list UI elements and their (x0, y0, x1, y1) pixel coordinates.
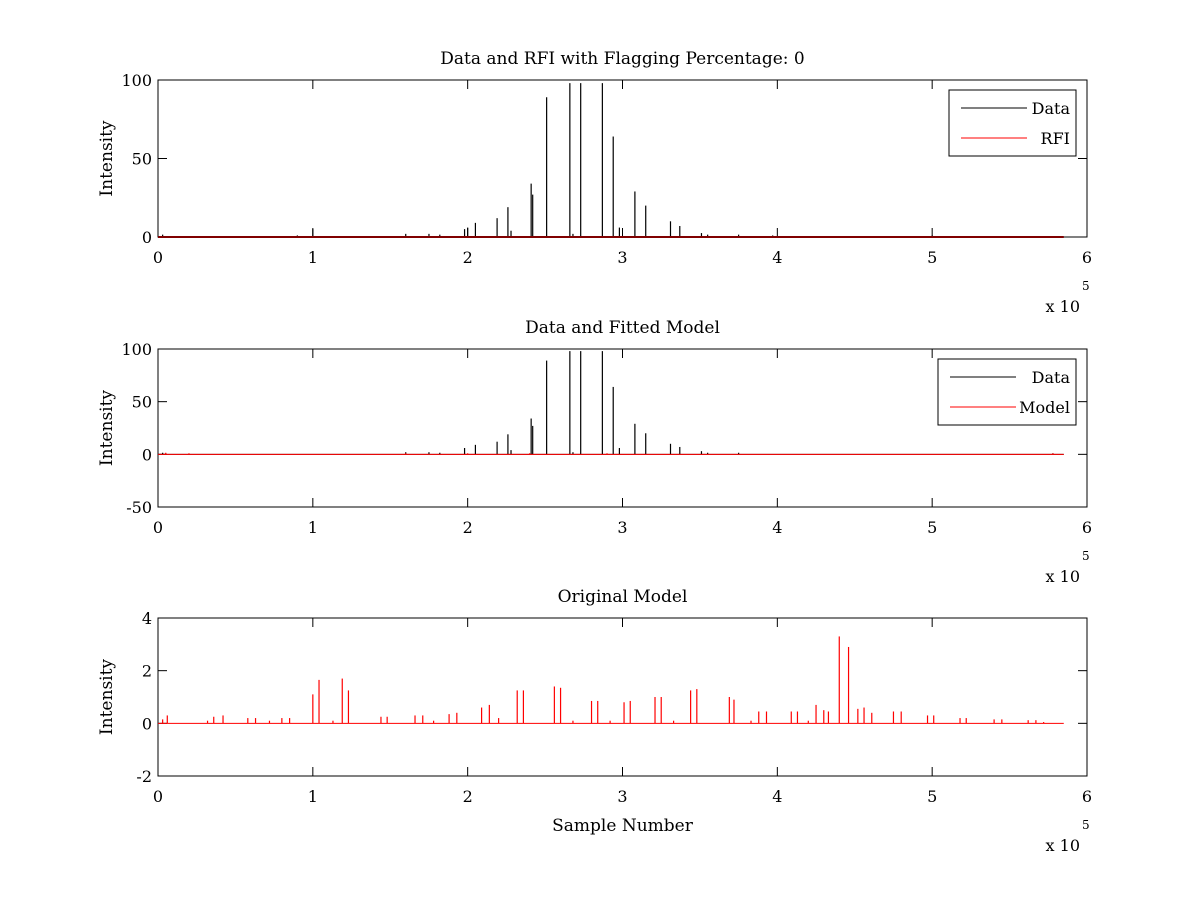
x-tick-label: 6 (1082, 248, 1092, 267)
y-tick-label: 2 (142, 662, 152, 681)
legend-entry: Model (1019, 398, 1070, 417)
y-axis-label: Intensity (97, 659, 117, 735)
axes-box (157, 79, 1088, 238)
y-tick-label: 0 (142, 714, 152, 733)
x-tick-label: 0 (153, 518, 163, 537)
x-multiplier: x 10 (1046, 836, 1080, 855)
y-tick-label: 50 (132, 393, 152, 412)
x-tick-label: 3 (617, 248, 627, 267)
x-axis-label: Sample Number (552, 816, 694, 836)
x-tick-label: 2 (463, 518, 473, 537)
y-axis-label: Intensity (97, 390, 117, 466)
x-tick-label: 6 (1082, 787, 1092, 806)
x-tick-label: 4 (772, 248, 782, 267)
subplot-title: Original Model (558, 587, 688, 607)
x-tick-label: 6 (1082, 518, 1092, 537)
x-multiplier: x 10 (1046, 567, 1080, 586)
y-tick-label: -50 (126, 498, 152, 517)
x-tick-label: 0 (153, 248, 163, 267)
x-tick-label: 4 (772, 787, 782, 806)
x-tick-label: 3 (617, 787, 627, 806)
x-tick-label: 3 (617, 518, 627, 537)
x-multiplier: x 10 (1046, 297, 1080, 316)
x-tick-label: 5 (927, 248, 937, 267)
legend-entry: RFI (1041, 129, 1070, 148)
x-tick-label: 5 (927, 787, 937, 806)
x-tick-label: 1 (308, 248, 318, 267)
x-multiplier-exponent: 5 (1082, 549, 1090, 563)
x-tick-label: 5 (927, 518, 937, 537)
x-tick-label: 0 (153, 787, 163, 806)
subplot-title: Data and Fitted Model (525, 318, 720, 338)
subplot-title: Data and RFI with Flagging Percentage: 0 (440, 49, 804, 69)
legend-box (937, 358, 1077, 426)
y-tick-label: -2 (136, 767, 152, 786)
x-tick-label: 4 (772, 518, 782, 537)
x-multiplier-exponent: 5 (1082, 279, 1090, 293)
x-tick-label: 1 (308, 518, 318, 537)
subplot-1: 0 1 2 3 4 5 6 0 50 100 Data and RFI with Flagging … (97, 49, 1092, 316)
y-tick-label: 0 (142, 228, 152, 247)
x-tick-label: 1 (308, 787, 318, 806)
legend-entry: Data (1032, 368, 1071, 387)
legend: Data Model (937, 358, 1077, 426)
legend-entry: Data (1032, 99, 1071, 118)
y-tick-label: 50 (132, 150, 152, 169)
y-tick-label: 4 (142, 609, 152, 628)
x-multiplier-exponent: 5 (1082, 818, 1090, 832)
x-tick-label: 2 (463, 248, 473, 267)
y-axis-label: Intensity (97, 120, 117, 196)
legend-box (948, 89, 1077, 157)
axes-box (157, 617, 1088, 777)
axes-box (157, 348, 1088, 508)
x-tick-label: 2 (463, 787, 473, 806)
y-tick-label: 100 (121, 71, 152, 90)
y-tick-label: 0 (142, 445, 152, 464)
y-tick-label: 100 (121, 340, 152, 359)
legend: Data RFI (948, 89, 1077, 157)
